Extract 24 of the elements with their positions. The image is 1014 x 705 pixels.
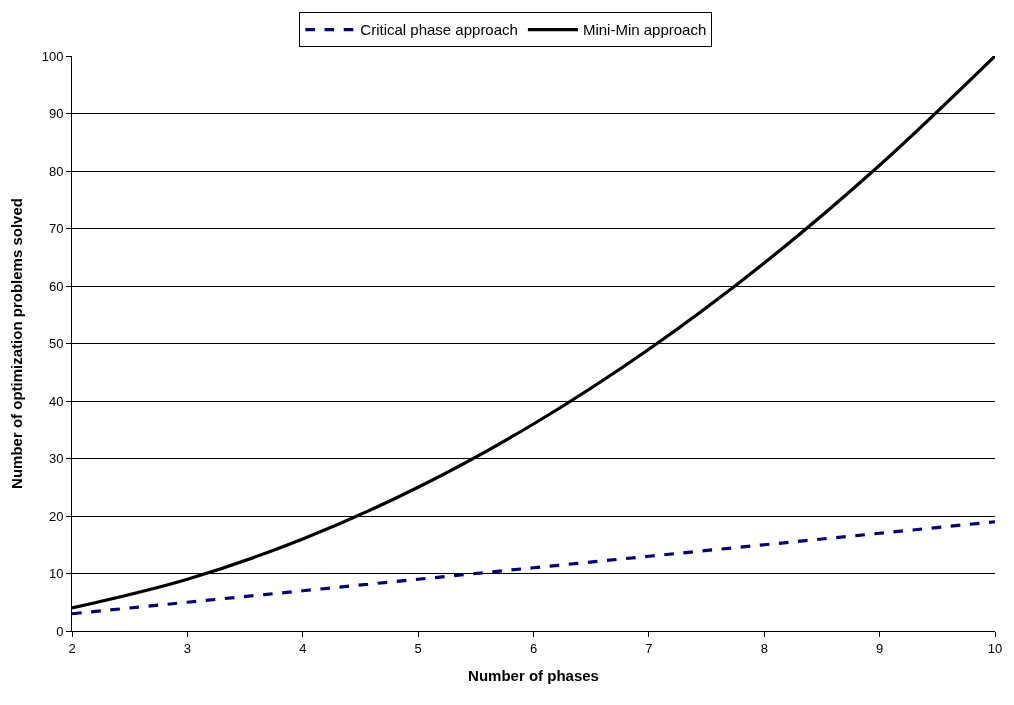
x-tick-label: 3 [183,640,191,656]
y-tick-label: 70 [48,221,64,237]
y-tick-label: 30 [48,451,64,467]
y-tick-label: 0 [56,623,64,639]
y-tick-label: 100 [41,48,64,64]
legend-label: Critical phase approach [360,21,518,39]
y-tick-label: 50 [48,336,64,352]
x-tick-label: 5 [414,640,422,656]
y-tick-label: 60 [48,278,64,294]
x-tick-label: 8 [760,640,768,656]
x-tick-label: 9 [876,640,884,656]
y-tick-label: 90 [48,106,64,122]
x-tick-label: 6 [529,640,538,656]
y-axis-title: Number of optimization problems solved [7,198,25,489]
x-tick-label: 7 [645,640,653,656]
legend-label: Mini-Min approach [582,21,707,39]
x-tick-label: 2 [68,640,76,656]
y-tick-label: 40 [48,393,64,409]
x-tick-label: 4 [299,640,307,656]
x-axis-title: Number of phases [468,666,599,684]
y-tick-label: 10 [48,566,64,582]
y-tick-label: 20 [48,508,64,524]
y-tick-label: 80 [48,163,64,179]
x-tick-label: 10 [987,640,1003,656]
